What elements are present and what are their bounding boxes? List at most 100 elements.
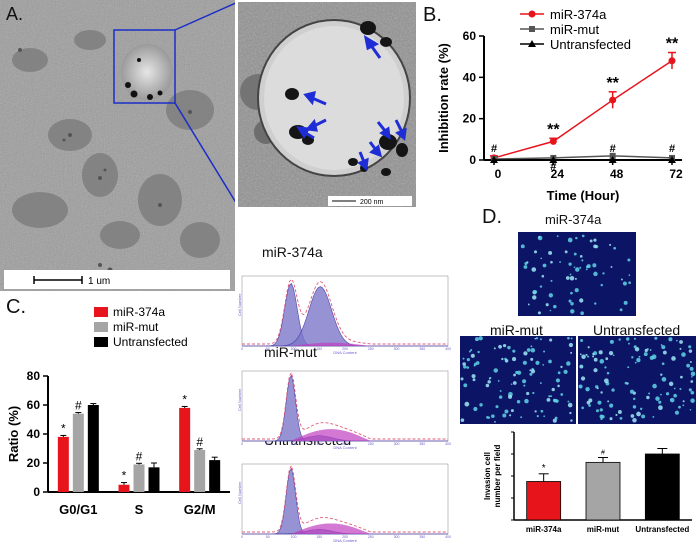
flow-histogram-2: Cell Number DNA Content 0 50 100 150 200 250 300… [238, 463, 451, 543]
flow-tick: 150 [316, 535, 322, 539]
cell-dot [608, 351, 614, 356]
cell-dot [535, 360, 540, 365]
cell-dot [543, 350, 546, 353]
cell-dot [600, 391, 603, 394]
cell-dot [566, 361, 571, 366]
chart-b-marks: ** ** ** # # # # [490, 36, 679, 173]
cell-dot [474, 337, 479, 342]
cell-dot [475, 361, 480, 365]
x-axis-title: Time (Hour) [547, 188, 620, 203]
cell-dot [526, 348, 531, 352]
cell-dot [681, 352, 686, 357]
bar [209, 460, 221, 492]
significance-mark: # [136, 449, 143, 463]
cell-dot [618, 338, 621, 341]
cell-dot [504, 359, 509, 363]
cell-dot [619, 308, 623, 312]
flow-tick: 400 [445, 442, 451, 446]
cell-dot [523, 351, 528, 356]
cell-dot [539, 382, 542, 384]
cell-dot [633, 345, 637, 349]
bar [72, 413, 84, 492]
cell-dot [527, 303, 530, 306]
cell-dot [605, 357, 609, 361]
cell-dot [599, 408, 603, 412]
flow-tick: 400 [445, 535, 451, 539]
panel-label-c: C. [6, 296, 26, 318]
cell-dot [516, 399, 521, 404]
cell-dot [661, 376, 667, 382]
cell-dot [545, 303, 549, 307]
cell-dot [651, 354, 657, 360]
cell-dot [495, 405, 499, 409]
cell-dot [661, 345, 666, 350]
cell-dot [668, 381, 674, 387]
flow-plot-frame [241, 463, 449, 535]
cell-dot [526, 391, 530, 396]
flow-tick: 200 [342, 347, 348, 351]
cell-dot [543, 415, 546, 418]
invasion-image-2 [578, 336, 696, 424]
y-tick-label: 80 [27, 369, 41, 383]
cell-dot [595, 409, 599, 413]
y-tick-label: 0 [33, 485, 40, 499]
flow-envelope [242, 371, 448, 440]
cell-dot [624, 381, 628, 385]
flow-tick: 350 [419, 442, 425, 446]
hash-mark: # [491, 143, 497, 155]
cell-dot [540, 409, 544, 413]
data-point [549, 156, 558, 163]
cell-dot [569, 411, 572, 415]
cell-dot [673, 387, 676, 390]
flow-y-label: Cell Number [238, 388, 242, 411]
cell-dot [536, 414, 539, 418]
invasion-bar-chart: Invasion cell number per field miR-374a miR… [483, 431, 692, 534]
invasion-image-0 [518, 232, 636, 316]
em-main-graphic: 1 um [0, 0, 239, 291]
cell-dot [535, 337, 539, 340]
cell-dot [462, 362, 466, 366]
flow-tick: 100 [291, 535, 297, 539]
cell-dot [669, 398, 672, 401]
cell-dot [520, 416, 523, 419]
cell-dot [508, 394, 513, 399]
cell-dot [542, 263, 547, 268]
cell-dot [587, 346, 590, 349]
em-main-image: 1 um [0, 0, 239, 291]
cell-dot [569, 276, 575, 281]
cell-dot [652, 383, 657, 389]
em-scale-label: 1 um [88, 276, 110, 287]
cell-dot [541, 274, 545, 278]
cell-dot [632, 397, 636, 401]
cell-dot [649, 349, 652, 351]
panel-label-b: B. [423, 4, 442, 26]
cell-dot [532, 391, 535, 395]
flow-tick: 50 [266, 442, 270, 446]
cell-dot [569, 273, 572, 276]
cell-dot [470, 353, 475, 358]
bar [87, 405, 99, 492]
significance-mark: # [196, 435, 203, 449]
x-tick-label: G0/G1 [59, 502, 97, 517]
cell-dot [530, 357, 534, 361]
y-tick-label: 40 [463, 70, 477, 84]
cell-dot [552, 418, 557, 423]
flow-tick: 200 [342, 442, 348, 446]
cell-dot [537, 311, 541, 315]
invasion-title-untransfected: Untransfected [593, 322, 681, 338]
flow-tick: 400 [445, 347, 451, 351]
cell-dot [567, 237, 573, 243]
cell-dot [581, 234, 585, 238]
data-point [668, 156, 676, 163]
x-tick-label: miR-374a [526, 525, 562, 534]
cell-dot [512, 357, 517, 362]
cell-dot [530, 348, 536, 353]
x-tick-label: G2/M [184, 502, 216, 517]
cell-dot [533, 290, 538, 294]
cell-dot [563, 369, 568, 375]
cell-dot [570, 351, 573, 354]
legend-marker [528, 40, 536, 47]
flow-tick: 300 [394, 535, 400, 539]
cell-dot [573, 266, 576, 268]
